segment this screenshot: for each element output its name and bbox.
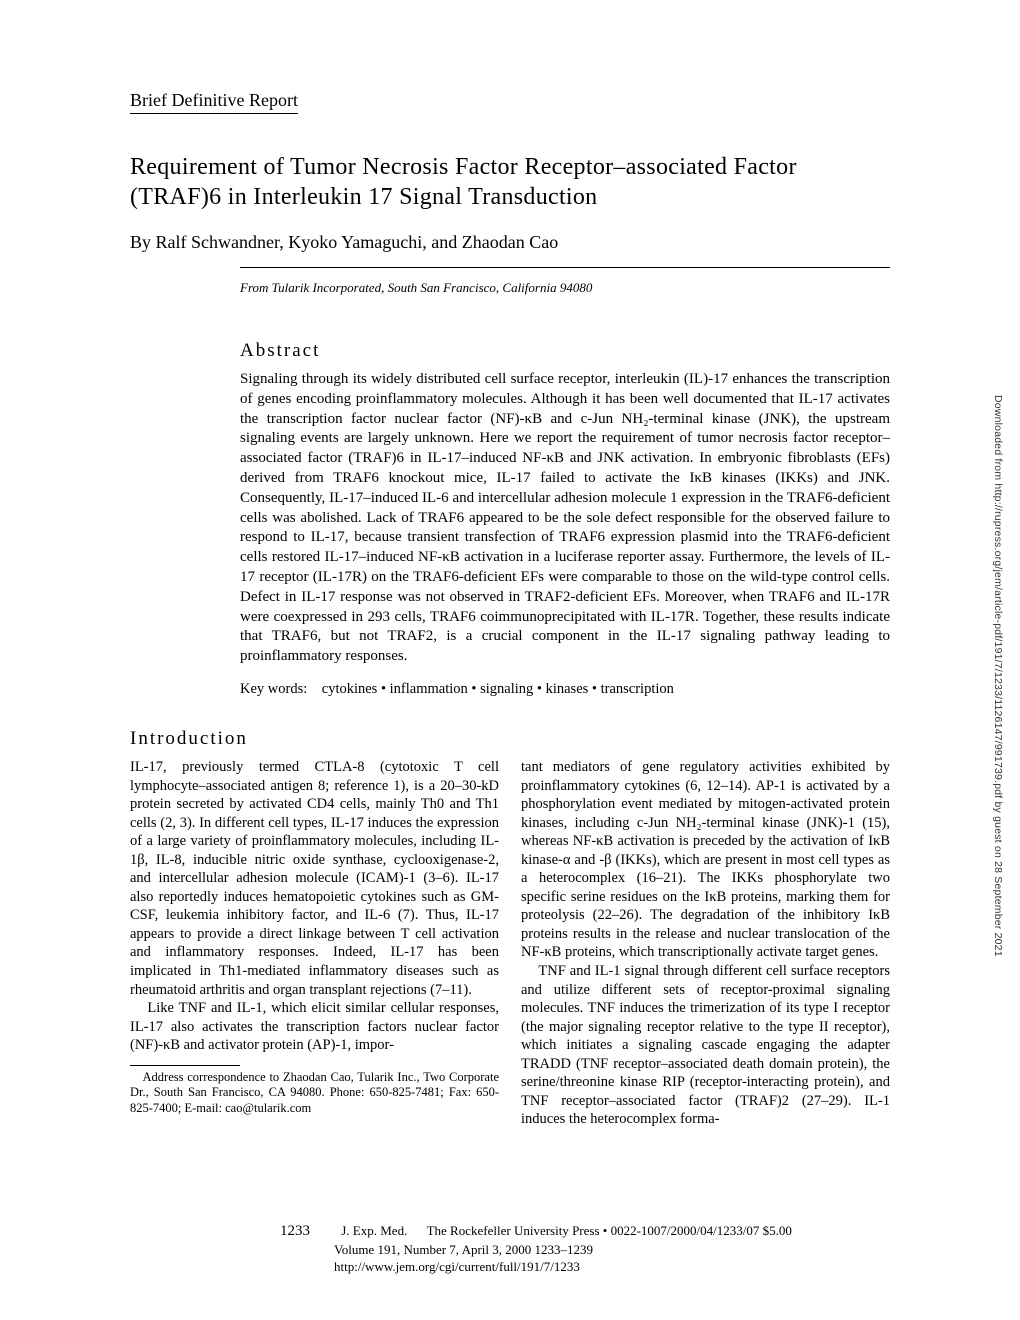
footer-volume-line: Volume 191, Number 7, April 3, 2000 1233… [334, 1241, 593, 1259]
intro-paragraph: tant mediators of gene regulatory activi… [521, 758, 890, 962]
abstract-block: Abstract Signaling through its widely di… [240, 340, 890, 698]
footer-journal-line: J. Exp. Med. The Rockefeller University … [341, 1223, 792, 1238]
abstract-body: Signaling through its widely distributed… [240, 370, 890, 667]
affiliation-rule [240, 267, 890, 268]
abstract-heading: Abstract [240, 340, 890, 362]
two-column-body: IL-17, previously termed CTLA-8 (cytotox… [130, 758, 890, 1129]
intro-paragraph: Like TNF and IL-1, which elicit similar … [130, 999, 499, 1055]
authors-line: By Ralf Schwandner, Kyoko Yamaguchi, and… [130, 232, 890, 253]
page-number: 1233 [280, 1221, 310, 1241]
footer-url-line: http://www.jem.org/cgi/current/full/191/… [334, 1258, 580, 1276]
keywords-line: Key words: cytokines • inflammation • si… [240, 681, 890, 698]
left-column-block: IL-17, previously termed CTLA-8 (cytotox… [130, 758, 499, 1117]
download-side-note: Downloaded from http://rupress.org/jem/a… [992, 395, 1004, 957]
section-label: Brief Definitive Report [130, 90, 298, 114]
correspondence-footnote: Address correspondence to Zhaodan Cao, T… [130, 1070, 499, 1117]
introduction-heading: Introduction [130, 728, 890, 750]
intro-paragraph: IL-17, previously termed CTLA-8 (cytotox… [130, 758, 499, 999]
article-title: Requirement of Tumor Necrosis Factor Rec… [130, 152, 890, 212]
footnote-rule [130, 1065, 240, 1066]
page-footer: 1233 J. Exp. Med. The Rockefeller Univer… [0, 1221, 1020, 1276]
intro-paragraph: TNF and IL-1 signal through different ce… [521, 962, 890, 1129]
affiliation: From Tularik Incorporated, South San Fra… [240, 280, 890, 296]
